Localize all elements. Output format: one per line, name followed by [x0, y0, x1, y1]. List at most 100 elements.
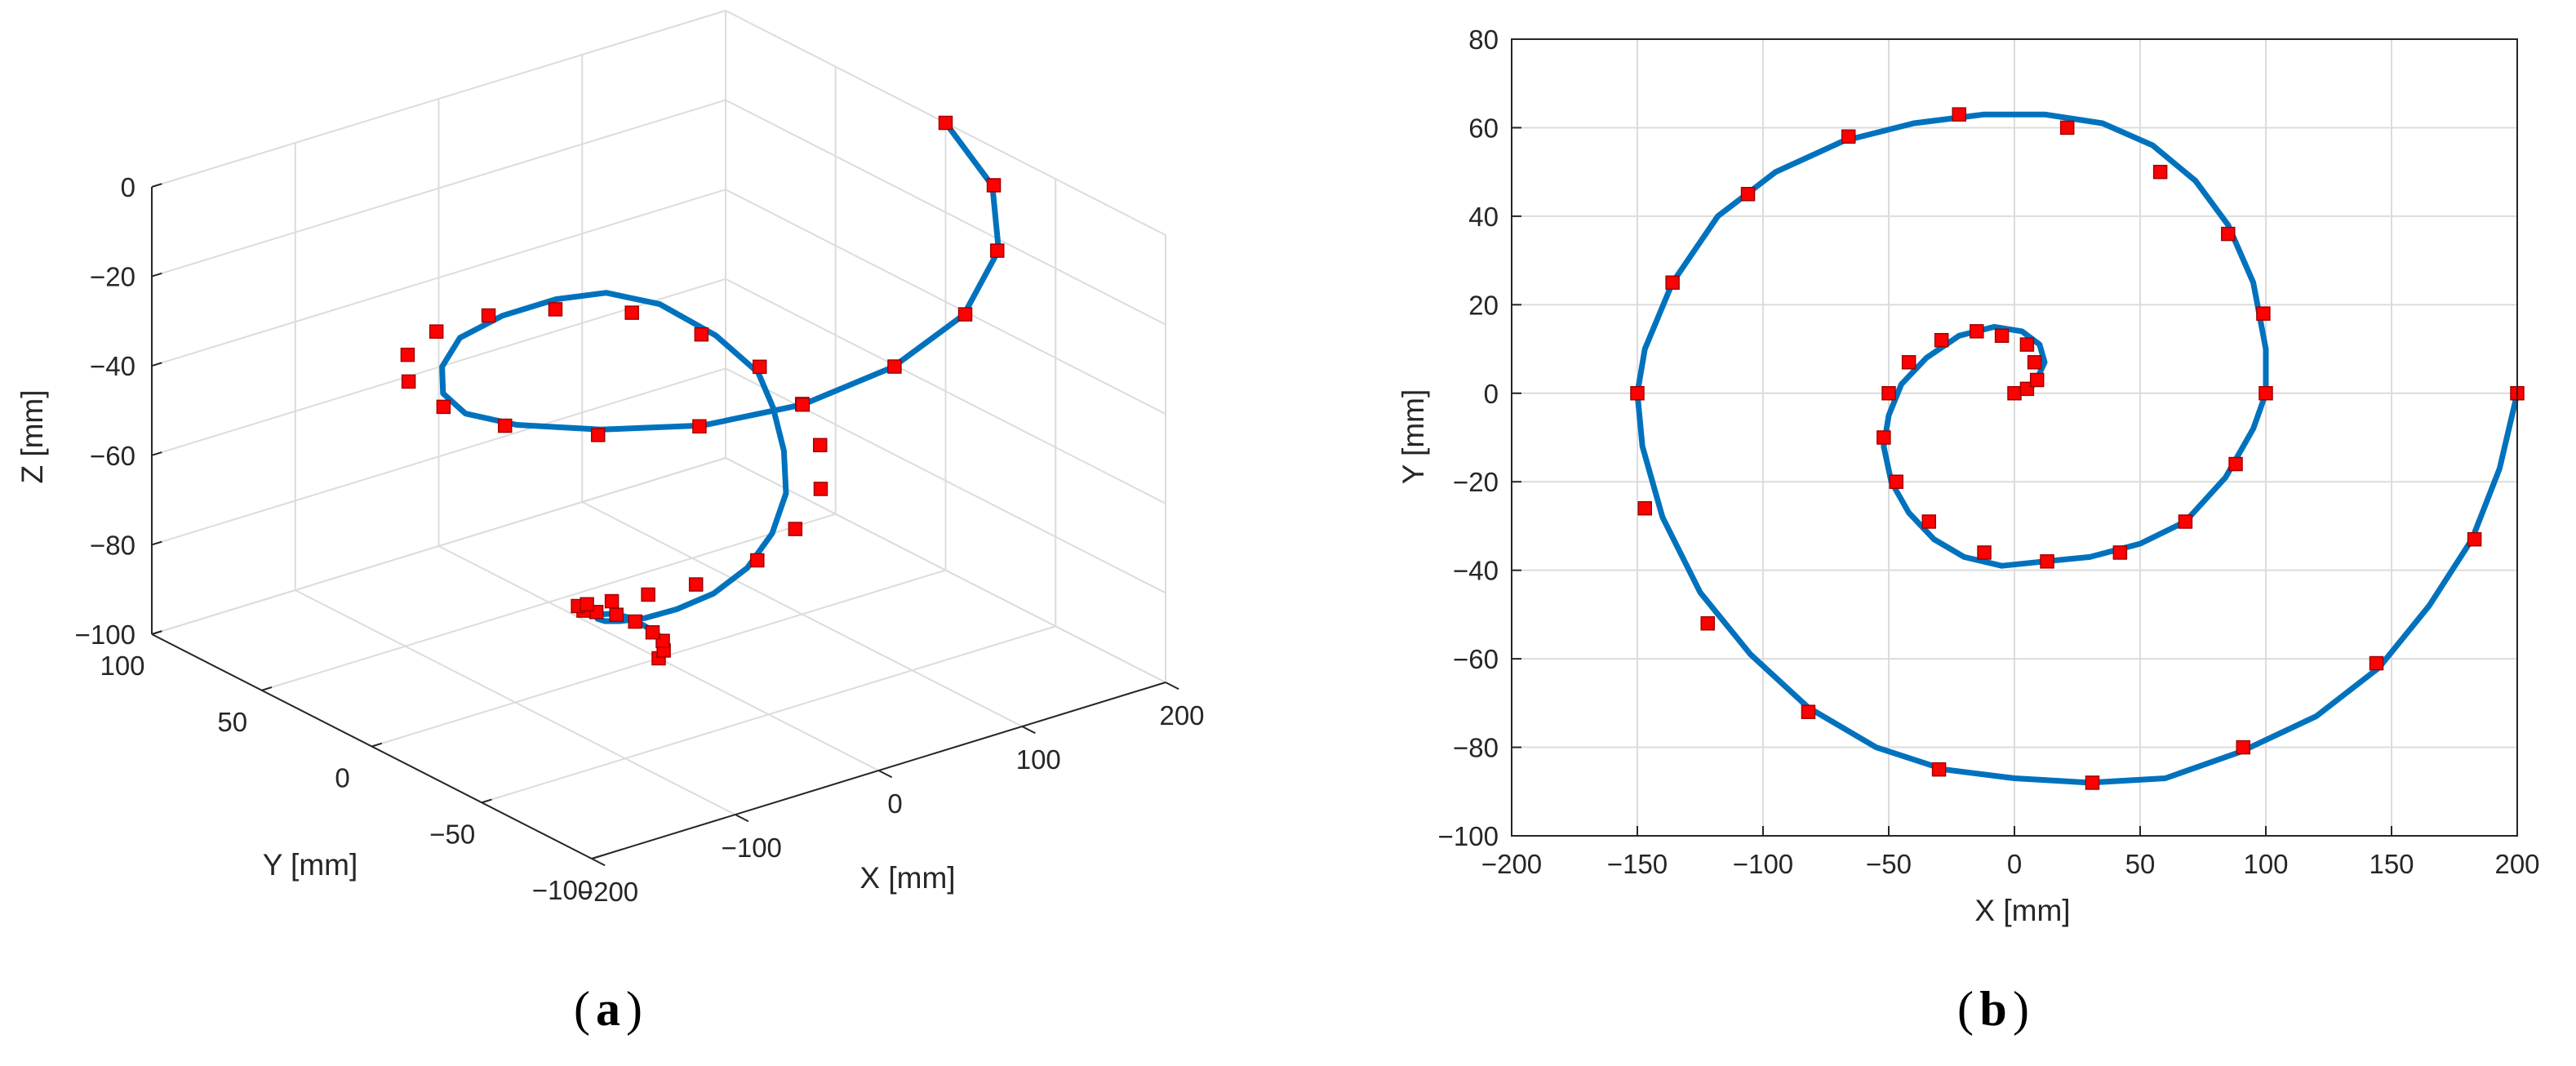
panel-a-marker	[548, 302, 563, 317]
panel-b-marker	[1994, 328, 2010, 344]
panel-b-marker	[1841, 129, 1856, 144]
panel-a-xtick	[1165, 682, 1179, 691]
panel-a-marker	[750, 553, 765, 568]
panel-b-spiral-line	[1634, 111, 2520, 786]
panel-b-xtick-label: 200	[2494, 849, 2539, 879]
panel-a-ytick	[371, 742, 383, 748]
panel-a-marker	[645, 624, 660, 640]
panel-a-marker	[788, 522, 803, 536]
panel-a-grid	[151, 10, 1166, 859]
panel-a-xtick-label: 0	[887, 788, 902, 819]
panel-b-ytick-label: 40	[1468, 202, 1499, 232]
panel-b-marker	[2059, 120, 2075, 135]
panel-b-xtick-label: −50	[1866, 849, 1912, 879]
panel-b-caption: ( b )	[1957, 982, 2029, 1036]
panel-b-xtick-label: −150	[1607, 849, 1668, 879]
panel-b-marker	[2007, 386, 2022, 401]
panel-a-marker	[688, 577, 704, 592]
panel-a-ztick-label: −80	[90, 530, 135, 560]
panel-a-ytick-label: 50	[217, 707, 247, 737]
panel-a-backwall-gridline	[151, 189, 726, 367]
panel-a-axes	[151, 183, 1179, 867]
panel-b-markers	[1630, 107, 2525, 790]
panel-b-marker	[2085, 775, 2100, 790]
panel-a-ztick	[151, 362, 162, 367]
panel-b-marker	[1931, 762, 1947, 777]
panel-b-xlabel: X [mm]	[1974, 894, 2070, 927]
panel-b-ytick-label: −20	[1453, 467, 1499, 497]
panel-b-marker	[1700, 615, 1715, 631]
panel-a-ztick	[151, 540, 162, 546]
panel-a-ztick-label: 0	[121, 172, 135, 202]
panel-b-marker	[1977, 545, 1992, 560]
panel-b-xtick-label: 150	[2369, 849, 2414, 879]
panel-a-marker	[813, 438, 828, 453]
panel-b-ytick-label: 60	[1468, 113, 1499, 143]
panel-b-marker	[1921, 514, 1937, 529]
panel-a-marker	[628, 614, 642, 629]
panel-a-ztick-label: −20	[90, 262, 135, 292]
panel-b-marker	[1637, 501, 1652, 516]
panel-a-chart: −200−1000100200−100−50050100−100−80−60−4…	[16, 10, 1205, 1036]
panel-a-sidewall-gridline	[725, 457, 1166, 683]
panel-a-xtick	[591, 858, 606, 867]
panel-a-sidewall-gridline	[725, 99, 1166, 326]
panel-b-marker	[2027, 355, 2042, 370]
panel-b-marker	[2029, 372, 2045, 388]
panel-b-curve	[1634, 111, 2520, 786]
panel-a-marker	[609, 607, 624, 622]
panel-a-marker	[481, 308, 496, 323]
panel-b-ytick-label: 20	[1468, 290, 1499, 320]
panel-a-backwall-gridline	[151, 10, 726, 188]
panel-a-curve	[439, 120, 1002, 661]
panel-a-xlabel: X [mm]	[859, 861, 955, 895]
panel-a-xtick-label: −100	[722, 833, 782, 863]
panel-b-marker	[2112, 545, 2128, 560]
panel-b-marker	[1665, 275, 1680, 290]
panel-a-xtick-label: −200	[578, 877, 638, 907]
panel-b-ylabel: Y [mm]	[1397, 389, 1430, 485]
panel-a-marker	[752, 359, 767, 375]
panel-b-ytick-label: −100	[1438, 821, 1499, 851]
panel-a-marker	[795, 397, 811, 412]
panel-b-xtick-label: 100	[2243, 849, 2288, 879]
panel-a-marker	[436, 399, 451, 415]
panel-a-backwall-gridline	[151, 367, 726, 546]
panel-a-caption: ( a )	[574, 982, 642, 1036]
panel-a-ytick	[591, 855, 602, 859]
panel-a-ztick-label: −60	[90, 441, 135, 471]
panel-b-marker	[1740, 187, 1756, 202]
panel-b-marker	[1630, 386, 1645, 401]
panel-a-marker	[692, 419, 707, 434]
panel-a-marker	[590, 428, 606, 442]
panel-b-marker	[2040, 554, 2054, 569]
panel-b-caption-letter: b	[1979, 982, 2006, 1036]
panel-a-ztick	[151, 451, 162, 456]
panel-b-marker	[2258, 386, 2273, 401]
panel-a-backwall-gridline	[151, 99, 726, 278]
panel-a-marker	[938, 115, 953, 131]
panel-a-zlabel: Z [mm]	[16, 389, 49, 483]
panel-b-marker	[1881, 386, 1896, 401]
panel-b-marker	[1901, 355, 1916, 370]
panel-a-marker	[957, 307, 973, 322]
panel-a-marker	[429, 324, 444, 339]
panel-a-sidewall-gridline	[725, 278, 1166, 504]
panel-a-markers	[400, 115, 1005, 666]
panel-a-tick-labels: −200−1000100200−100−50050100−100−80−60−4…	[75, 172, 1205, 907]
panel-a-ytick-label: 0	[335, 763, 349, 793]
panel-b-caption-close-paren: )	[2013, 982, 2029, 1036]
panel-a-xtick	[735, 814, 749, 823]
panel-a-marker	[887, 359, 902, 374]
panel-a-marker	[641, 587, 655, 602]
panel-b-xtick-label: 0	[2007, 849, 2022, 879]
panel-a-marker	[813, 482, 828, 496]
panel-b-ytick-label: 0	[1484, 379, 1499, 409]
panel-a-xtick	[1021, 726, 1036, 735]
panel-a-marker	[401, 374, 416, 389]
panel-b-marker	[2256, 306, 2271, 321]
panel-a-marker	[400, 347, 415, 362]
panel-b-marker	[1876, 430, 1891, 445]
panel-a-marker	[497, 418, 513, 433]
